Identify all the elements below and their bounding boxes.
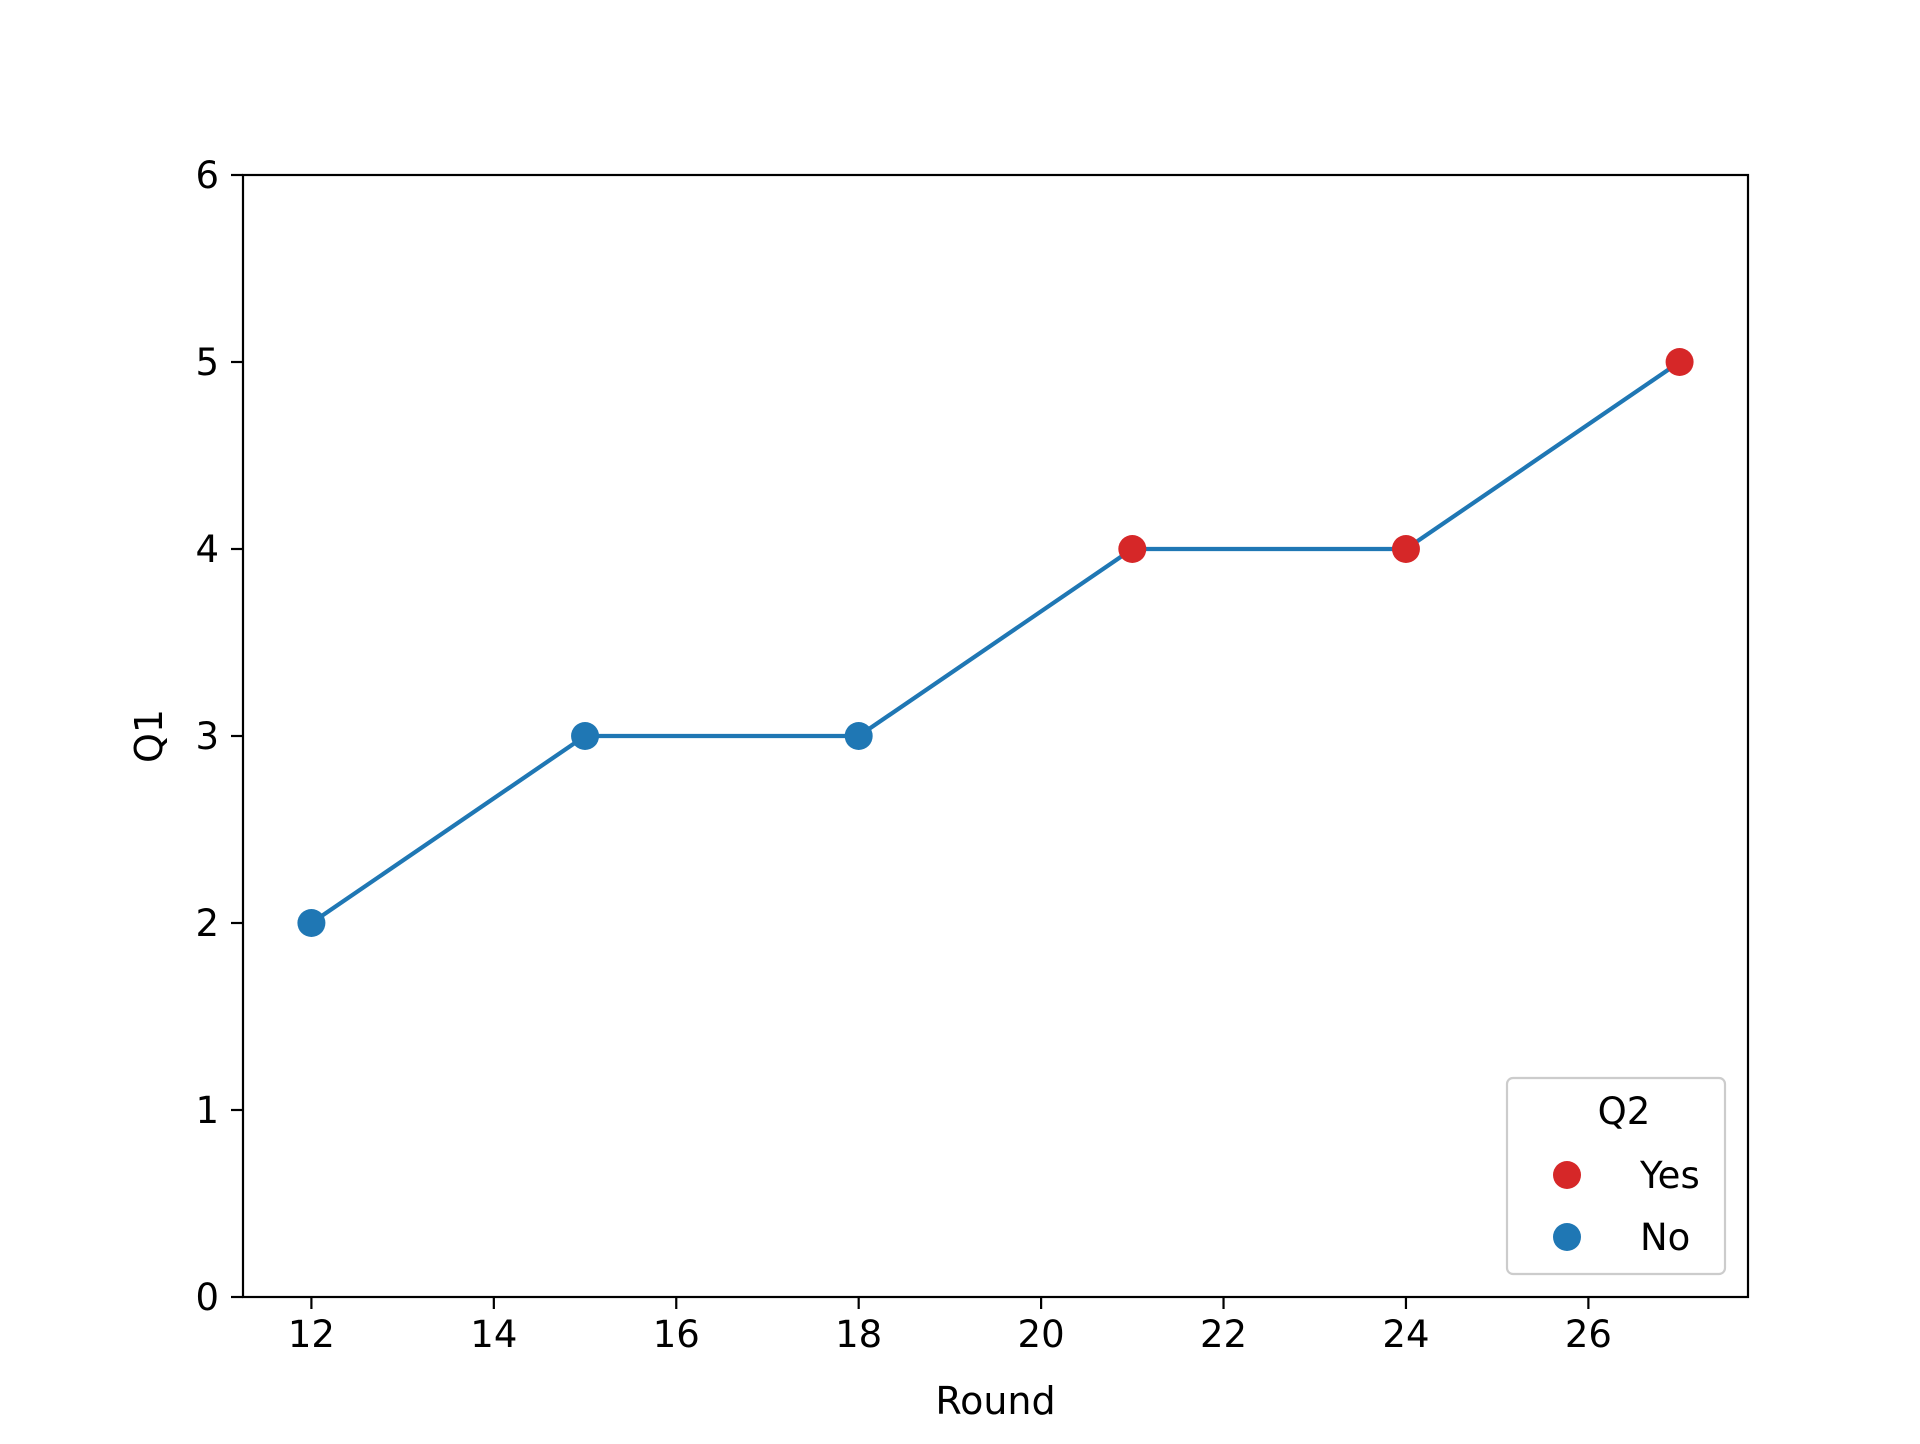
x-tick-label: 16	[653, 1313, 700, 1356]
legend-label-yes: Yes	[1639, 1154, 1700, 1197]
y-axis-ticks: 0 1 2 3 4 5 6	[195, 154, 243, 1319]
data-point-no	[571, 722, 600, 750]
data-point-no	[844, 722, 873, 750]
legend-marker-yes	[1553, 1161, 1581, 1189]
x-tick-label: 26	[1565, 1313, 1612, 1356]
x-tick-label: 24	[1382, 1313, 1429, 1356]
y-tick-label: 1	[195, 1089, 219, 1132]
data-point-yes	[1118, 535, 1147, 563]
y-tick-label: 2	[195, 902, 219, 945]
y-tick-label: 3	[195, 715, 219, 758]
data-point-no	[297, 909, 326, 937]
series-line	[310, 360, 1681, 925]
x-tick-label: 20	[1018, 1313, 1065, 1356]
legend-title: Q2	[1598, 1090, 1651, 1133]
data-point-yes	[1391, 535, 1420, 563]
y-tick-label: 5	[195, 341, 219, 384]
x-tick-label: 18	[835, 1313, 882, 1356]
y-axis-label: Q1	[127, 709, 171, 763]
y-tick-label: 0	[195, 1276, 219, 1319]
legend: Q2 Yes No	[1505, 1076, 1727, 1276]
data-point-yes	[1665, 348, 1694, 376]
x-tick-label: 14	[470, 1313, 517, 1356]
y-tick-label: 4	[195, 528, 219, 571]
series-layer	[297, 348, 1694, 937]
legend-label-no: No	[1640, 1216, 1690, 1259]
x-axis-label: Round	[935, 1379, 1055, 1423]
x-axis-ticks: 12 14 16 18 20 22 24 26	[288, 1297, 1612, 1356]
y-tick-label: 6	[195, 154, 219, 197]
x-tick-label: 12	[288, 1313, 335, 1356]
x-tick-label: 22	[1200, 1313, 1247, 1356]
legend-marker-no	[1553, 1223, 1581, 1251]
